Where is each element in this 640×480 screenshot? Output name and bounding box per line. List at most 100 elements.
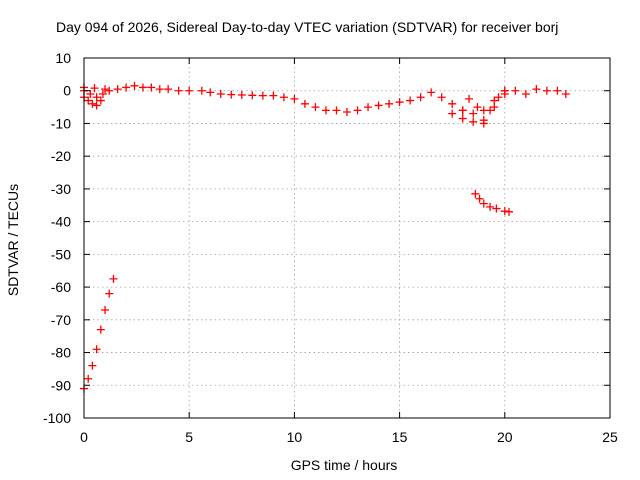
data-point	[479, 199, 488, 208]
data-point	[494, 93, 503, 102]
data-point	[147, 83, 156, 92]
data-point	[290, 94, 299, 103]
data-point	[206, 88, 215, 97]
data-point	[486, 106, 495, 115]
data-point	[237, 90, 246, 99]
y-tick-label: -20	[51, 148, 71, 164]
data-point	[321, 106, 330, 115]
data-point	[113, 85, 122, 94]
data-point	[395, 98, 404, 107]
data-point	[448, 109, 457, 118]
data-point	[553, 86, 562, 95]
chart-title: Day 094 of 2026, Sidereal Day-to-day VTE…	[56, 19, 558, 35]
data-point	[532, 85, 541, 94]
data-point	[164, 85, 173, 94]
data-point	[84, 96, 93, 105]
data-point	[437, 93, 446, 102]
x-axis-label: GPS time / hours	[291, 457, 398, 473]
data-point	[86, 90, 95, 98]
data-point	[185, 86, 194, 95]
data-point	[521, 90, 530, 98]
data-point	[101, 85, 110, 94]
data-point	[269, 91, 278, 100]
data-point	[542, 86, 551, 95]
x-tick-label: 20	[497, 429, 513, 445]
data-point	[448, 99, 457, 108]
data-point	[122, 83, 131, 92]
data-point	[98, 90, 107, 98]
data-point	[300, 99, 309, 108]
data-point	[155, 85, 164, 94]
data-point	[84, 374, 93, 383]
x-tick-label: 15	[392, 429, 408, 445]
data-point	[473, 103, 482, 112]
data-point	[500, 86, 509, 95]
data-point	[561, 90, 570, 98]
data-point	[92, 93, 101, 102]
x-tick-label: 10	[287, 429, 303, 445]
data-point	[475, 194, 484, 203]
x-tick-label: 0	[80, 429, 88, 445]
data-point	[492, 204, 501, 213]
data-point	[465, 94, 474, 103]
data-point	[227, 90, 236, 99]
data-point	[458, 114, 467, 123]
y-tick-label: 0	[63, 83, 71, 99]
data-point	[364, 103, 373, 112]
data-point	[343, 108, 351, 116]
y-tick-label: -60	[51, 279, 71, 295]
axis-ticks: 0 5 10 15 20 25 10 0 -10 -20 -30 -40 -50 -60 -70 -80 -90…	[43, 50, 618, 445]
data-point	[458, 106, 467, 115]
data-point	[101, 306, 110, 314]
data-point	[92, 345, 101, 354]
data-point	[490, 103, 499, 112]
data-point	[92, 101, 101, 110]
data-point	[469, 109, 478, 118]
y-tick-label: -70	[51, 312, 71, 328]
data-point	[216, 90, 225, 98]
data-point	[511, 86, 520, 95]
data-point	[332, 106, 341, 115]
grid-lines	[84, 58, 610, 418]
data-point	[105, 86, 114, 95]
data-point	[479, 119, 488, 128]
y-tick-label: -80	[51, 345, 71, 361]
data-point	[90, 84, 99, 93]
data-point	[427, 88, 436, 97]
data-point	[174, 86, 183, 95]
data-point	[374, 101, 383, 110]
data-point	[130, 81, 139, 90]
data-point	[248, 91, 257, 100]
y-tick-label: -40	[51, 214, 71, 230]
data-point	[500, 207, 509, 216]
data-point	[138, 83, 147, 92]
data-point	[96, 96, 105, 105]
y-tick-label: -30	[51, 181, 71, 197]
data-point	[469, 117, 478, 126]
data-point	[105, 289, 114, 298]
data-point	[279, 93, 288, 102]
data-point	[385, 99, 394, 108]
data-point	[197, 86, 206, 95]
data-point	[109, 274, 118, 283]
data-point	[486, 202, 495, 211]
data-point	[96, 325, 105, 334]
y-tick-label: -100	[43, 410, 71, 426]
y-tick-label: -10	[51, 115, 71, 131]
data-point	[88, 99, 97, 108]
y-tick-label: -50	[51, 246, 71, 262]
data-point	[258, 91, 267, 100]
x-tick-label: 5	[185, 429, 193, 445]
data-point	[505, 207, 514, 216]
y-tick-label: -90	[51, 377, 71, 393]
data-point	[311, 103, 320, 112]
y-axis-label: SDTVAR / TECUs	[5, 184, 21, 296]
y-tick-label: 10	[55, 50, 71, 66]
data-point	[406, 96, 415, 105]
data-point	[353, 106, 362, 115]
plot-frame	[83, 57, 611, 419]
x-tick-label: 25	[602, 429, 618, 445]
data-points	[80, 81, 570, 393]
data-point	[471, 189, 480, 198]
